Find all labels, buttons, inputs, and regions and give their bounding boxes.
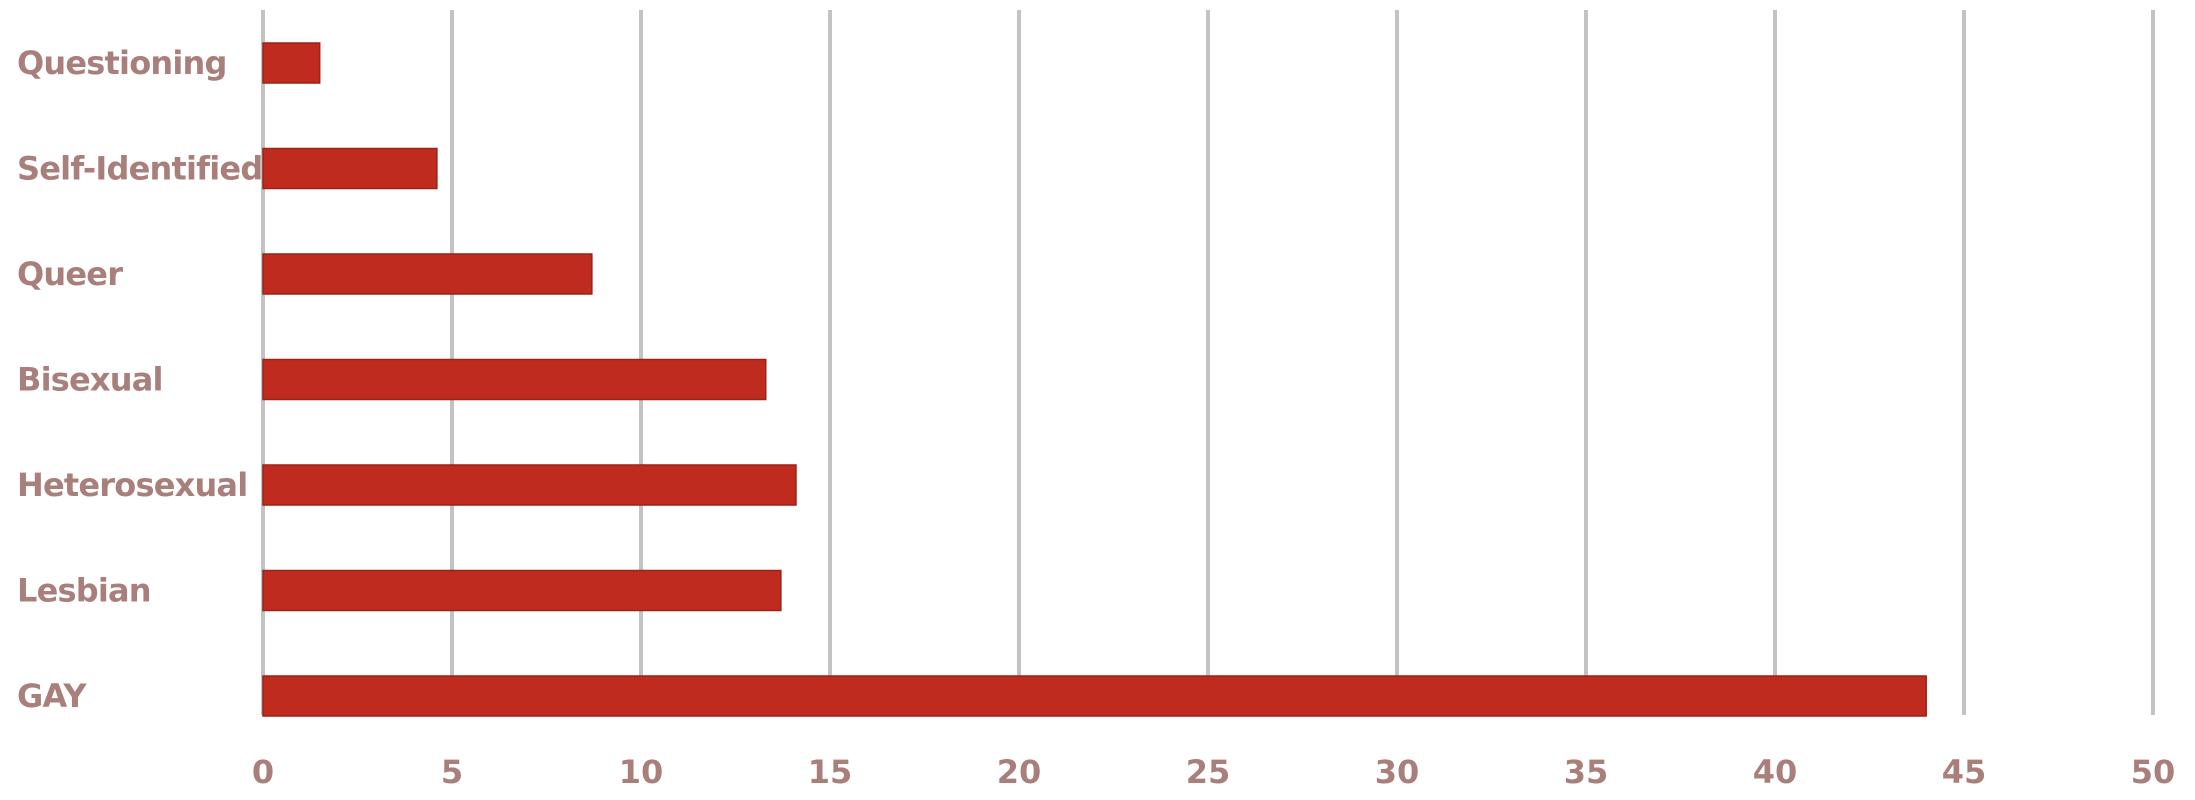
bar-layer bbox=[262, 42, 1927, 717]
grid-layer bbox=[261, 10, 2155, 715]
bar-gay bbox=[262, 675, 1927, 717]
category-label-bisexual: Bisexual bbox=[17, 361, 163, 399]
x-tick-label-45: 45 bbox=[1942, 753, 1987, 791]
x-tick-label-25: 25 bbox=[1186, 753, 1231, 791]
x-tick-label-10: 10 bbox=[619, 753, 664, 791]
category-label-queer: Queer bbox=[17, 255, 123, 293]
x-tick-label-35: 35 bbox=[1564, 753, 1609, 791]
category-label-heterosexual: Heterosexual bbox=[17, 466, 247, 504]
x-tick-label-40: 40 bbox=[1753, 753, 1798, 791]
x-tick-label-30: 30 bbox=[1375, 753, 1420, 791]
x-tick-label-15: 15 bbox=[808, 753, 853, 791]
bar-questioning bbox=[262, 42, 321, 84]
bar-heterosexual bbox=[262, 464, 797, 506]
category-label-lesbian: Lesbian bbox=[17, 572, 151, 610]
category-label-gay: GAY bbox=[17, 677, 87, 715]
bar-bisexual bbox=[262, 358, 767, 401]
x-tick-label-0: 0 bbox=[252, 753, 274, 791]
bar-lesbian bbox=[262, 569, 782, 612]
category-label-questioning: Questioning bbox=[17, 44, 227, 82]
x-tick-label-20: 20 bbox=[997, 753, 1042, 791]
bar-queer bbox=[262, 253, 593, 295]
x-tick-label-5: 5 bbox=[441, 753, 463, 791]
category-labels: Questioning Self-Identified Queer Bisexual H… bbox=[17, 44, 263, 715]
category-label-self-identified: Self-Identified bbox=[17, 150, 262, 188]
bar-self-identified bbox=[262, 147, 438, 190]
x-axis-tick-labels: 0 5 10 15 20 25 30 35 40 45 50 bbox=[252, 753, 2175, 791]
x-tick-label-50: 50 bbox=[2131, 753, 2176, 791]
